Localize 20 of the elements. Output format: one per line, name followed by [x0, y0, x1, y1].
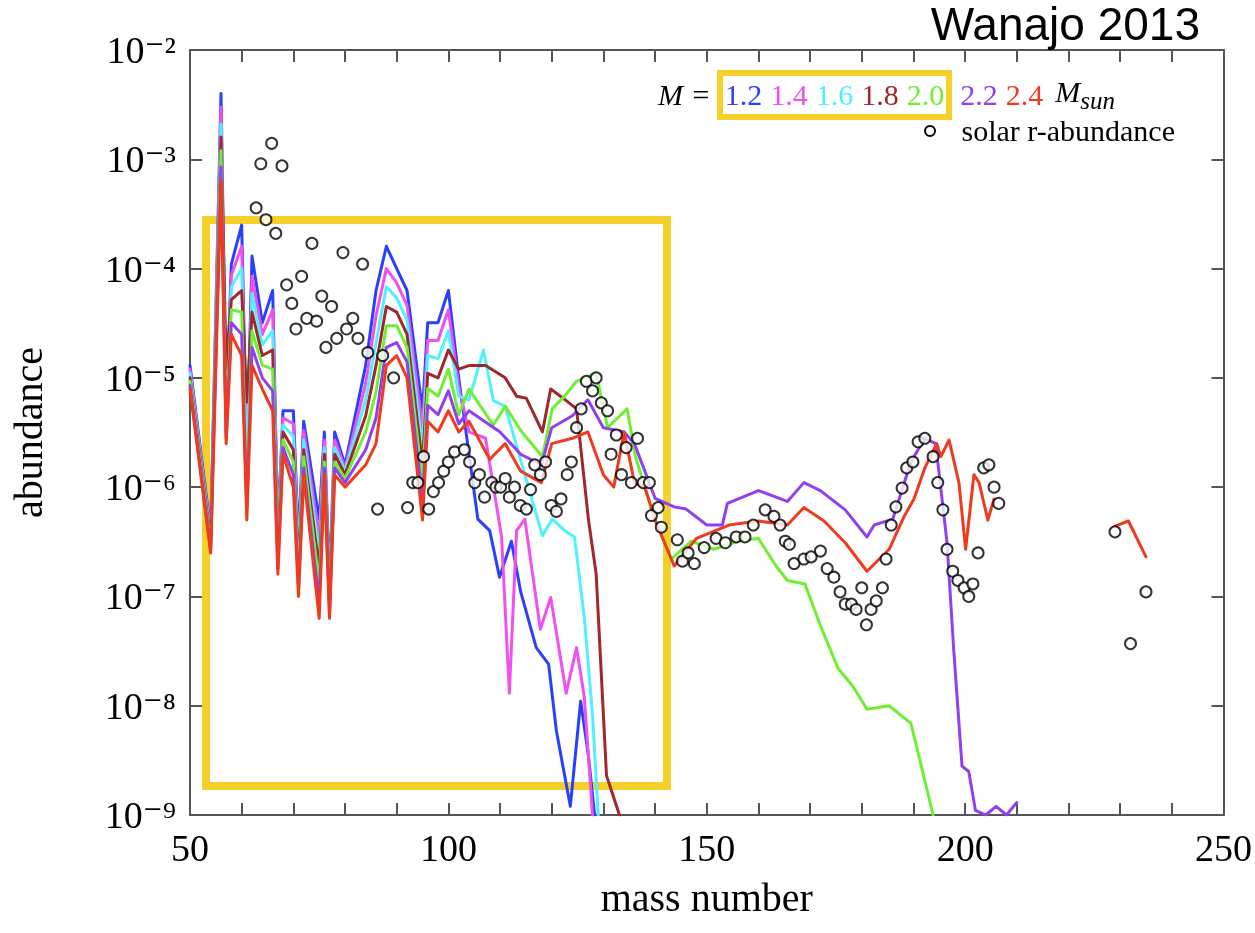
annotation: M$_{sun}$	[1055, 75, 1115, 115]
outline-box: 1.2 1.4 1.6 1.8 2.0	[716, 70, 953, 120]
y-axis-title: abundance	[5, 346, 51, 519]
y-tick-label: 10⁻⁷	[104, 575, 176, 618]
y-tick-label: 10⁻⁵	[104, 356, 176, 399]
x-axis-title: mass number	[600, 874, 813, 920]
text: solar r-abundance	[961, 114, 1175, 148]
y-tick-label: 10⁻⁴	[104, 247, 176, 290]
y-tick-label: 10⁻³	[106, 138, 176, 181]
x-tick-label: 250	[1195, 827, 1252, 869]
text: 2.4	[1005, 78, 1044, 112]
y-tick-label: 10⁻⁶	[104, 466, 176, 509]
chart-title: Wanajo 2013	[930, 0, 1200, 50]
legend-title: M =	[658, 78, 711, 112]
x-tick-label: 150	[678, 827, 736, 869]
text: 2.2	[960, 78, 998, 112]
x-tick-label: 100	[419, 827, 477, 869]
y-tick-label: 10⁻⁸	[104, 684, 176, 727]
y-tick-label: 10⁻²	[106, 29, 176, 71]
x-tick-label: 200	[936, 827, 994, 869]
